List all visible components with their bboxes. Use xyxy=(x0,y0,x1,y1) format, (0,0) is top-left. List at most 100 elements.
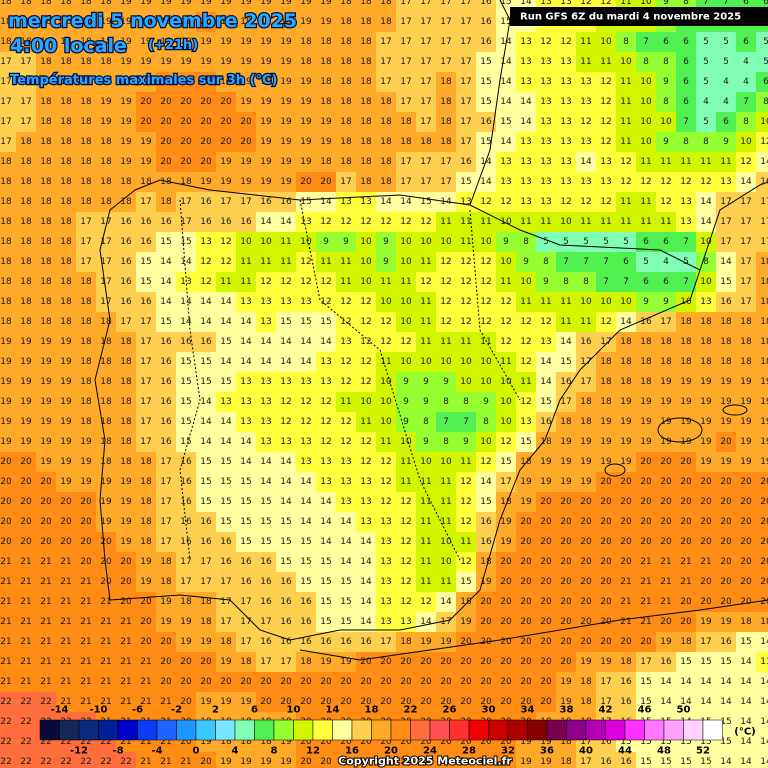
temperature-value: 13 xyxy=(200,237,211,247)
field-cell xyxy=(636,152,656,172)
temperature-value: 7 xyxy=(583,257,589,267)
temperature-value: 21 xyxy=(0,637,11,647)
temperature-value: 16 xyxy=(720,297,732,307)
temperature-value: 13 xyxy=(580,77,591,87)
temperature-value: 11 xyxy=(420,477,431,487)
temperature-value: 22 xyxy=(0,697,11,707)
field-cell xyxy=(56,412,76,432)
temperature-value: 19 xyxy=(200,57,212,67)
field-cell xyxy=(436,272,456,292)
field-cell xyxy=(456,332,476,352)
field-cell xyxy=(36,232,56,252)
field-cell xyxy=(376,112,396,132)
temperature-value: 14 xyxy=(280,457,292,467)
temperature-value: 13 xyxy=(380,597,391,607)
colorbar-label: 4 xyxy=(232,746,239,757)
temperature-value: 18 xyxy=(20,317,32,327)
field-cell xyxy=(696,152,716,172)
field-cell xyxy=(156,92,176,112)
field-cell xyxy=(196,352,216,372)
field-cell xyxy=(556,332,576,352)
temperature-value: 4 xyxy=(723,77,729,87)
temperature-value: 17 xyxy=(220,197,231,207)
temperature-value: 13 xyxy=(180,277,191,287)
temperature-value: 19 xyxy=(120,497,132,507)
temperature-value: 18 xyxy=(120,357,132,367)
field-cell xyxy=(136,292,156,312)
field-cell xyxy=(236,232,256,252)
temperature-value: 18 xyxy=(60,257,72,267)
temperature-value: 20 xyxy=(560,657,572,667)
temperature-value: 12 xyxy=(580,0,591,7)
field-cell xyxy=(276,32,296,52)
temperature-value: 14 xyxy=(740,717,752,727)
temperature-value: 19 xyxy=(640,397,652,407)
temperature-value: 12 xyxy=(600,0,611,7)
field-cell xyxy=(536,332,556,352)
field-cell xyxy=(256,32,276,52)
temperature-value: 19 xyxy=(260,57,272,67)
field-cell xyxy=(316,392,336,412)
colorbar-label: 18 xyxy=(365,705,379,716)
temperature-value: 20 xyxy=(520,617,532,627)
field-cell xyxy=(136,352,156,372)
field-cell xyxy=(196,412,216,432)
field-cell xyxy=(0,112,16,132)
temperature-value: 13 xyxy=(520,57,531,67)
temperature-value: 20 xyxy=(20,497,32,507)
field-cell xyxy=(176,312,196,332)
field-cell xyxy=(316,292,336,312)
field-cell xyxy=(116,132,136,152)
temperature-value: 18 xyxy=(40,217,52,227)
field-cell xyxy=(416,292,436,312)
field-cell xyxy=(76,272,96,292)
temperature-value: 11 xyxy=(380,437,391,447)
field-cell xyxy=(176,112,196,132)
field-cell xyxy=(96,332,116,352)
colorbar-label: -14 xyxy=(50,705,68,716)
temperature-value: 18 xyxy=(120,197,132,207)
temperature-value: 21 xyxy=(100,657,111,667)
temperature-value: 20 xyxy=(520,557,532,567)
temperature-value: 10 xyxy=(640,137,652,147)
temperature-value: 12 xyxy=(620,157,631,167)
field-cell xyxy=(316,172,336,192)
field-cell xyxy=(656,152,676,172)
temperature-value: 21 xyxy=(60,637,71,647)
temperature-value: 19 xyxy=(260,757,272,767)
field-cell xyxy=(556,232,576,252)
temperature-value: 19 xyxy=(60,357,72,367)
temperature-value: 19 xyxy=(660,637,672,647)
field-cell xyxy=(56,32,76,52)
field-cell xyxy=(0,412,16,432)
temperature-value: 20 xyxy=(220,97,232,107)
temperature-value: 15 xyxy=(340,577,351,587)
colorbar-label: 50 xyxy=(677,705,691,716)
colorbar-swatch xyxy=(312,719,333,741)
field-cell xyxy=(316,152,336,172)
field-cell xyxy=(636,292,656,312)
field-cell xyxy=(476,212,496,232)
temperature-value: 16 xyxy=(480,537,492,547)
field-cell xyxy=(356,312,376,332)
field-cell xyxy=(756,192,768,212)
temperature-value: 12 xyxy=(620,177,631,187)
field-cell xyxy=(596,392,616,412)
field-cell xyxy=(716,332,736,352)
field-cell xyxy=(556,212,576,232)
field-cell xyxy=(496,432,516,452)
field-cell xyxy=(196,432,216,452)
field-cell xyxy=(356,112,376,132)
field-cell xyxy=(336,172,356,192)
temperature-value: 11 xyxy=(620,0,631,7)
temperature-value: 18 xyxy=(100,157,112,167)
temperature-value: 18 xyxy=(80,177,92,187)
temperature-value: 20 xyxy=(740,477,752,487)
temperature-value: 11 xyxy=(680,157,691,167)
temperature-value: 20 xyxy=(200,677,212,687)
temperature-value: 20 xyxy=(480,597,492,607)
temperature-value: 14 xyxy=(580,157,592,167)
temperature-value: 12 xyxy=(400,557,411,567)
field-cell xyxy=(276,0,296,12)
temperature-value: 15 xyxy=(300,557,311,567)
